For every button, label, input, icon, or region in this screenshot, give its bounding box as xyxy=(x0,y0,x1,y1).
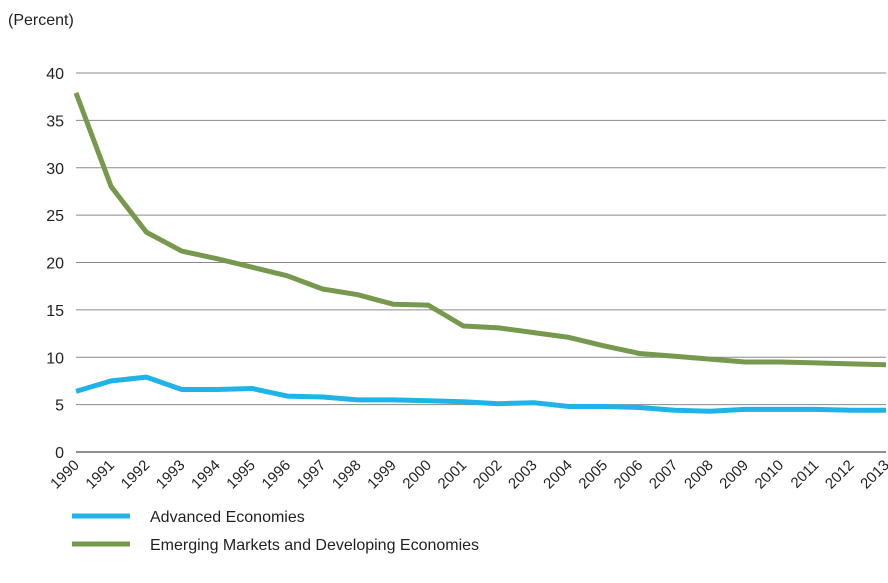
x-tick-label: 1990 xyxy=(47,457,83,493)
y-tick-label: 30 xyxy=(46,161,64,178)
x-tick-label: 2012 xyxy=(822,457,858,493)
x-tick-label: 1997 xyxy=(294,457,330,493)
x-tick-label: 2003 xyxy=(505,457,541,493)
series-group xyxy=(73,92,887,414)
x-tick-label: 1993 xyxy=(153,457,189,493)
x-tick-label: 2011 xyxy=(788,457,823,492)
x-tick-label: 2001 xyxy=(435,457,471,493)
y-tick-label: 5 xyxy=(55,398,64,415)
y-tick-label: 15 xyxy=(46,303,64,320)
x-tick-label: 2000 xyxy=(399,457,435,493)
y-axis-ticks: 0 5 10 15 20 25 30 35 40 xyxy=(46,66,64,462)
x-tick-label: 2010 xyxy=(752,457,788,493)
legend: Advanced Economies Emerging Markets and D… xyxy=(72,509,479,554)
x-tick-label: 1996 xyxy=(259,457,295,493)
x-tick-label: 2007 xyxy=(646,457,682,493)
x-axis-ticks: 1990 1991 1992 1993 1994 1995 1996 1997 1998 1999… xyxy=(47,457,888,493)
x-tick-label: 1995 xyxy=(223,457,259,493)
y-tick-label: 10 xyxy=(46,350,64,367)
series-line-0 xyxy=(75,374,886,414)
x-tick-label: 2008 xyxy=(681,457,717,493)
x-tick-label: 2004 xyxy=(540,457,576,493)
x-tick-label: 2002 xyxy=(470,457,506,493)
series-line-1 xyxy=(73,92,887,368)
y-tick-label: 35 xyxy=(46,113,64,130)
legend-label: Emerging Markets and Developing Economie… xyxy=(150,537,479,554)
y-tick-label: 0 xyxy=(55,445,64,462)
y-tick-label: 40 xyxy=(46,66,64,83)
gridlines xyxy=(76,72,886,453)
x-tick-label: 1991 xyxy=(82,457,118,493)
legend-label: Advanced Economies xyxy=(150,509,305,526)
x-tick-label: 2006 xyxy=(611,457,647,493)
x-tick-label: 1994 xyxy=(188,457,224,493)
x-tick-label: 1992 xyxy=(118,457,154,493)
x-tick-label: 1999 xyxy=(364,457,400,493)
unit-label: (Percent) xyxy=(8,12,74,29)
x-tick-label: 2013 xyxy=(857,457,888,493)
x-tick-label: 2005 xyxy=(575,457,611,493)
y-tick-label: 20 xyxy=(46,256,64,273)
y-tick-label: 25 xyxy=(46,208,64,225)
x-tick-label: 2009 xyxy=(716,457,752,493)
x-tick-label: 1998 xyxy=(329,457,365,493)
